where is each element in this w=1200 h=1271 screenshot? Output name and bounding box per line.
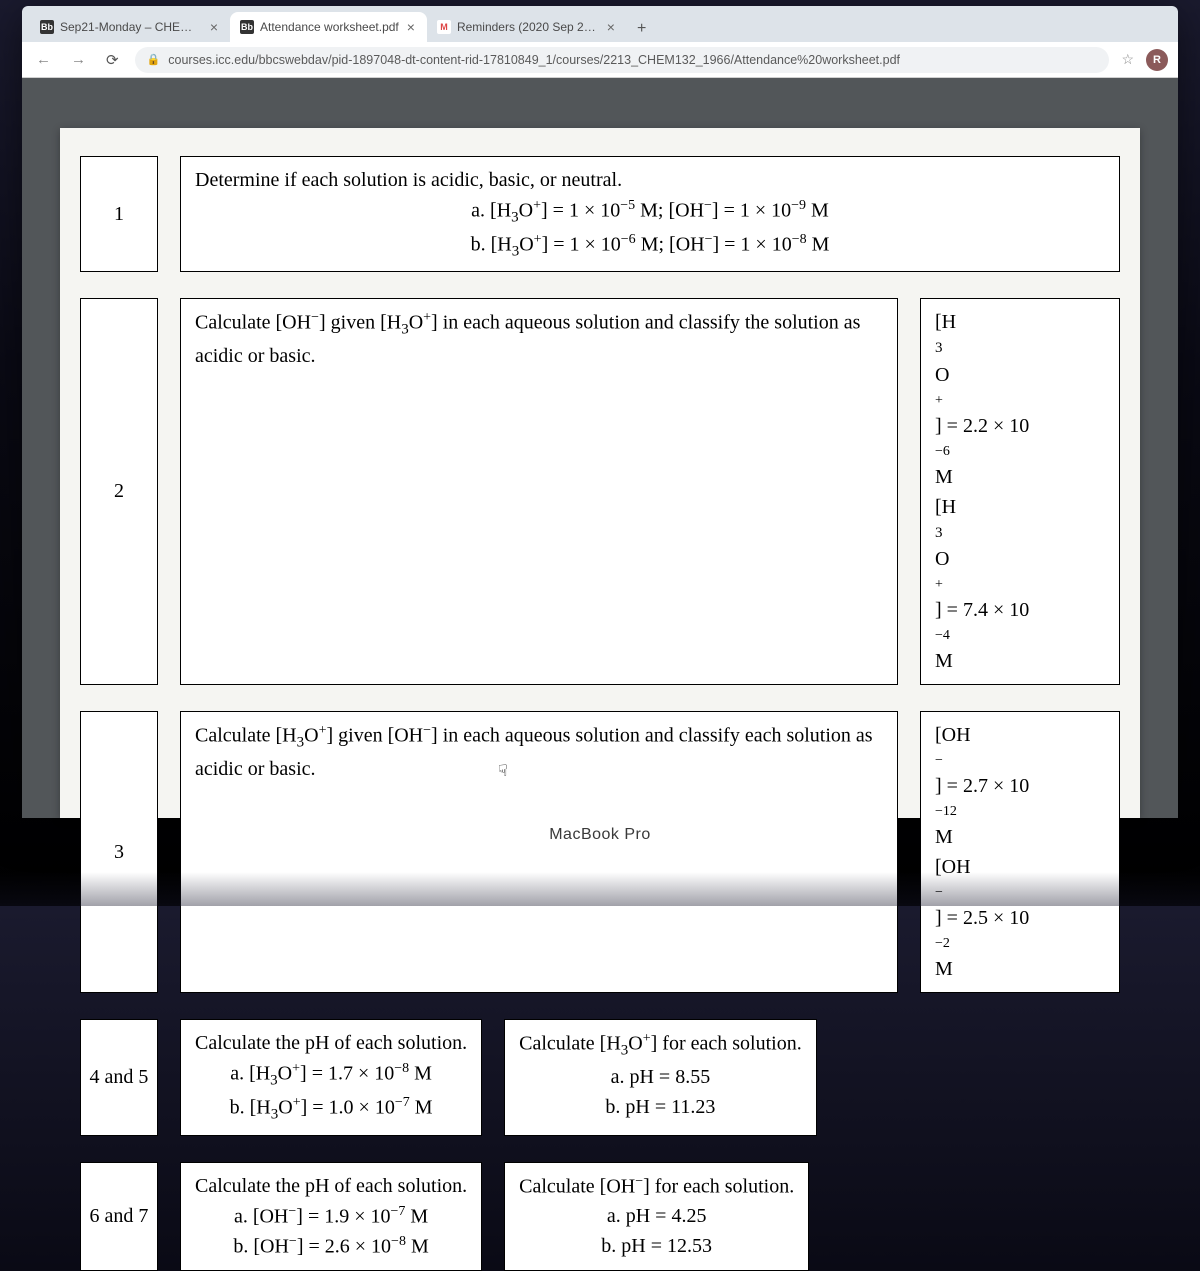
pair-group: Calculate the pH of each solution.a. [OH… [180,1162,1120,1271]
laptop-watermark: MacBook Pro [549,826,651,844]
pair-group: Calculate the pH of each solution.a. [H3… [180,1019,1120,1135]
back-button[interactable]: ← [32,51,55,68]
profile-avatar[interactable]: R [1146,49,1168,71]
browser-tab[interactable]: Bb Attendance worksheet.pdf × [230,12,427,42]
tab-bar: Bb Sep21-Monday – CHEM 132 - 1 × Bb Attendan… [22,6,1178,42]
tab-favicon: Bb [240,20,254,34]
url-text: courses.icc.edu/bbcswebdav/pid-1897048-d… [168,53,900,67]
tab-title: Reminders (2020 Sep 26) - m [457,20,599,34]
url-field[interactable]: 🔒 courses.icc.edu/bbcswebdav/pid-1897048… [135,47,1110,73]
browser-window: Bb Sep21-Monday – CHEM 132 - 1 × Bb Attendan… [22,6,1178,818]
question-cell: Calculate [H3O+] for each solution.a. pH… [504,1019,817,1135]
data-cell: [H3O+] = 2.2 × 10−6 M[H3O+] = 7.4 × 10−4… [920,298,1120,685]
new-tab-button[interactable]: + [627,16,656,42]
question-cell: Calculate [OH−] for each solution.a. pH … [504,1162,809,1271]
tab-close-icon[interactable]: × [208,19,220,35]
question-cell: Calculate the pH of each solution.a. [OH… [180,1162,482,1271]
worksheet-row: 1Determine if each solution is acidic, b… [80,156,1120,272]
tab-title: Sep21-Monday – CHEM 132 - 1 [60,20,202,34]
question-cell: Calculate [OH−] given [H3O+] in each aqu… [180,298,898,685]
data-cell: [OH−] = 2.7 × 10−12 M[OH−] = 2.5 × 10−2 … [920,711,1120,993]
row-number: 1 [80,156,158,272]
row-number: 4 and 5 [80,1019,158,1135]
bookmark-star-icon[interactable]: ☆ [1121,51,1134,68]
reload-button[interactable]: ⟳ [102,51,123,69]
tab-close-icon[interactable]: × [605,19,617,35]
row-number: 3 [80,711,158,993]
pdf-viewport: 1Determine if each solution is acidic, b… [22,78,1178,818]
lock-icon: 🔒 [147,53,161,66]
browser-tab[interactable]: M Reminders (2020 Sep 26) - m × [427,12,627,42]
dock-area [0,872,1200,906]
question-cell: Determine if each solution is acidic, ba… [180,156,1120,272]
worksheet-row: 3Calculate [H3O+] given [OH−] in each aq… [80,711,1120,993]
row-number: 2 [80,298,158,685]
pdf-page: 1Determine if each solution is acidic, b… [60,128,1140,818]
worksheet-row: 4 and 5 Calculate the pH of each solution… [80,1019,1120,1135]
forward-button[interactable]: → [67,51,90,68]
address-bar: ← → ⟳ 🔒 courses.icc.edu/bbcswebdav/pid-1… [22,42,1178,78]
cursor-icon: ☟ [498,761,508,781]
tab-favicon: M [437,20,451,34]
worksheet-row: 2Calculate [OH−] given [H3O+] in each aq… [80,298,1120,685]
question-cell: Calculate the pH of each solution.a. [H3… [180,1019,482,1135]
row-number: 6 and 7 [80,1162,158,1271]
tab-favicon: Bb [40,20,54,34]
worksheet-row: 6 and 7 Calculate the pH of each solution… [80,1162,1120,1271]
question-cell: Calculate [H3O+] given [OH−] in each aqu… [180,711,898,993]
tab-title: Attendance worksheet.pdf [260,20,399,34]
tab-close-icon[interactable]: × [405,19,417,35]
browser-tab[interactable]: Bb Sep21-Monday – CHEM 132 - 1 × [30,12,230,42]
